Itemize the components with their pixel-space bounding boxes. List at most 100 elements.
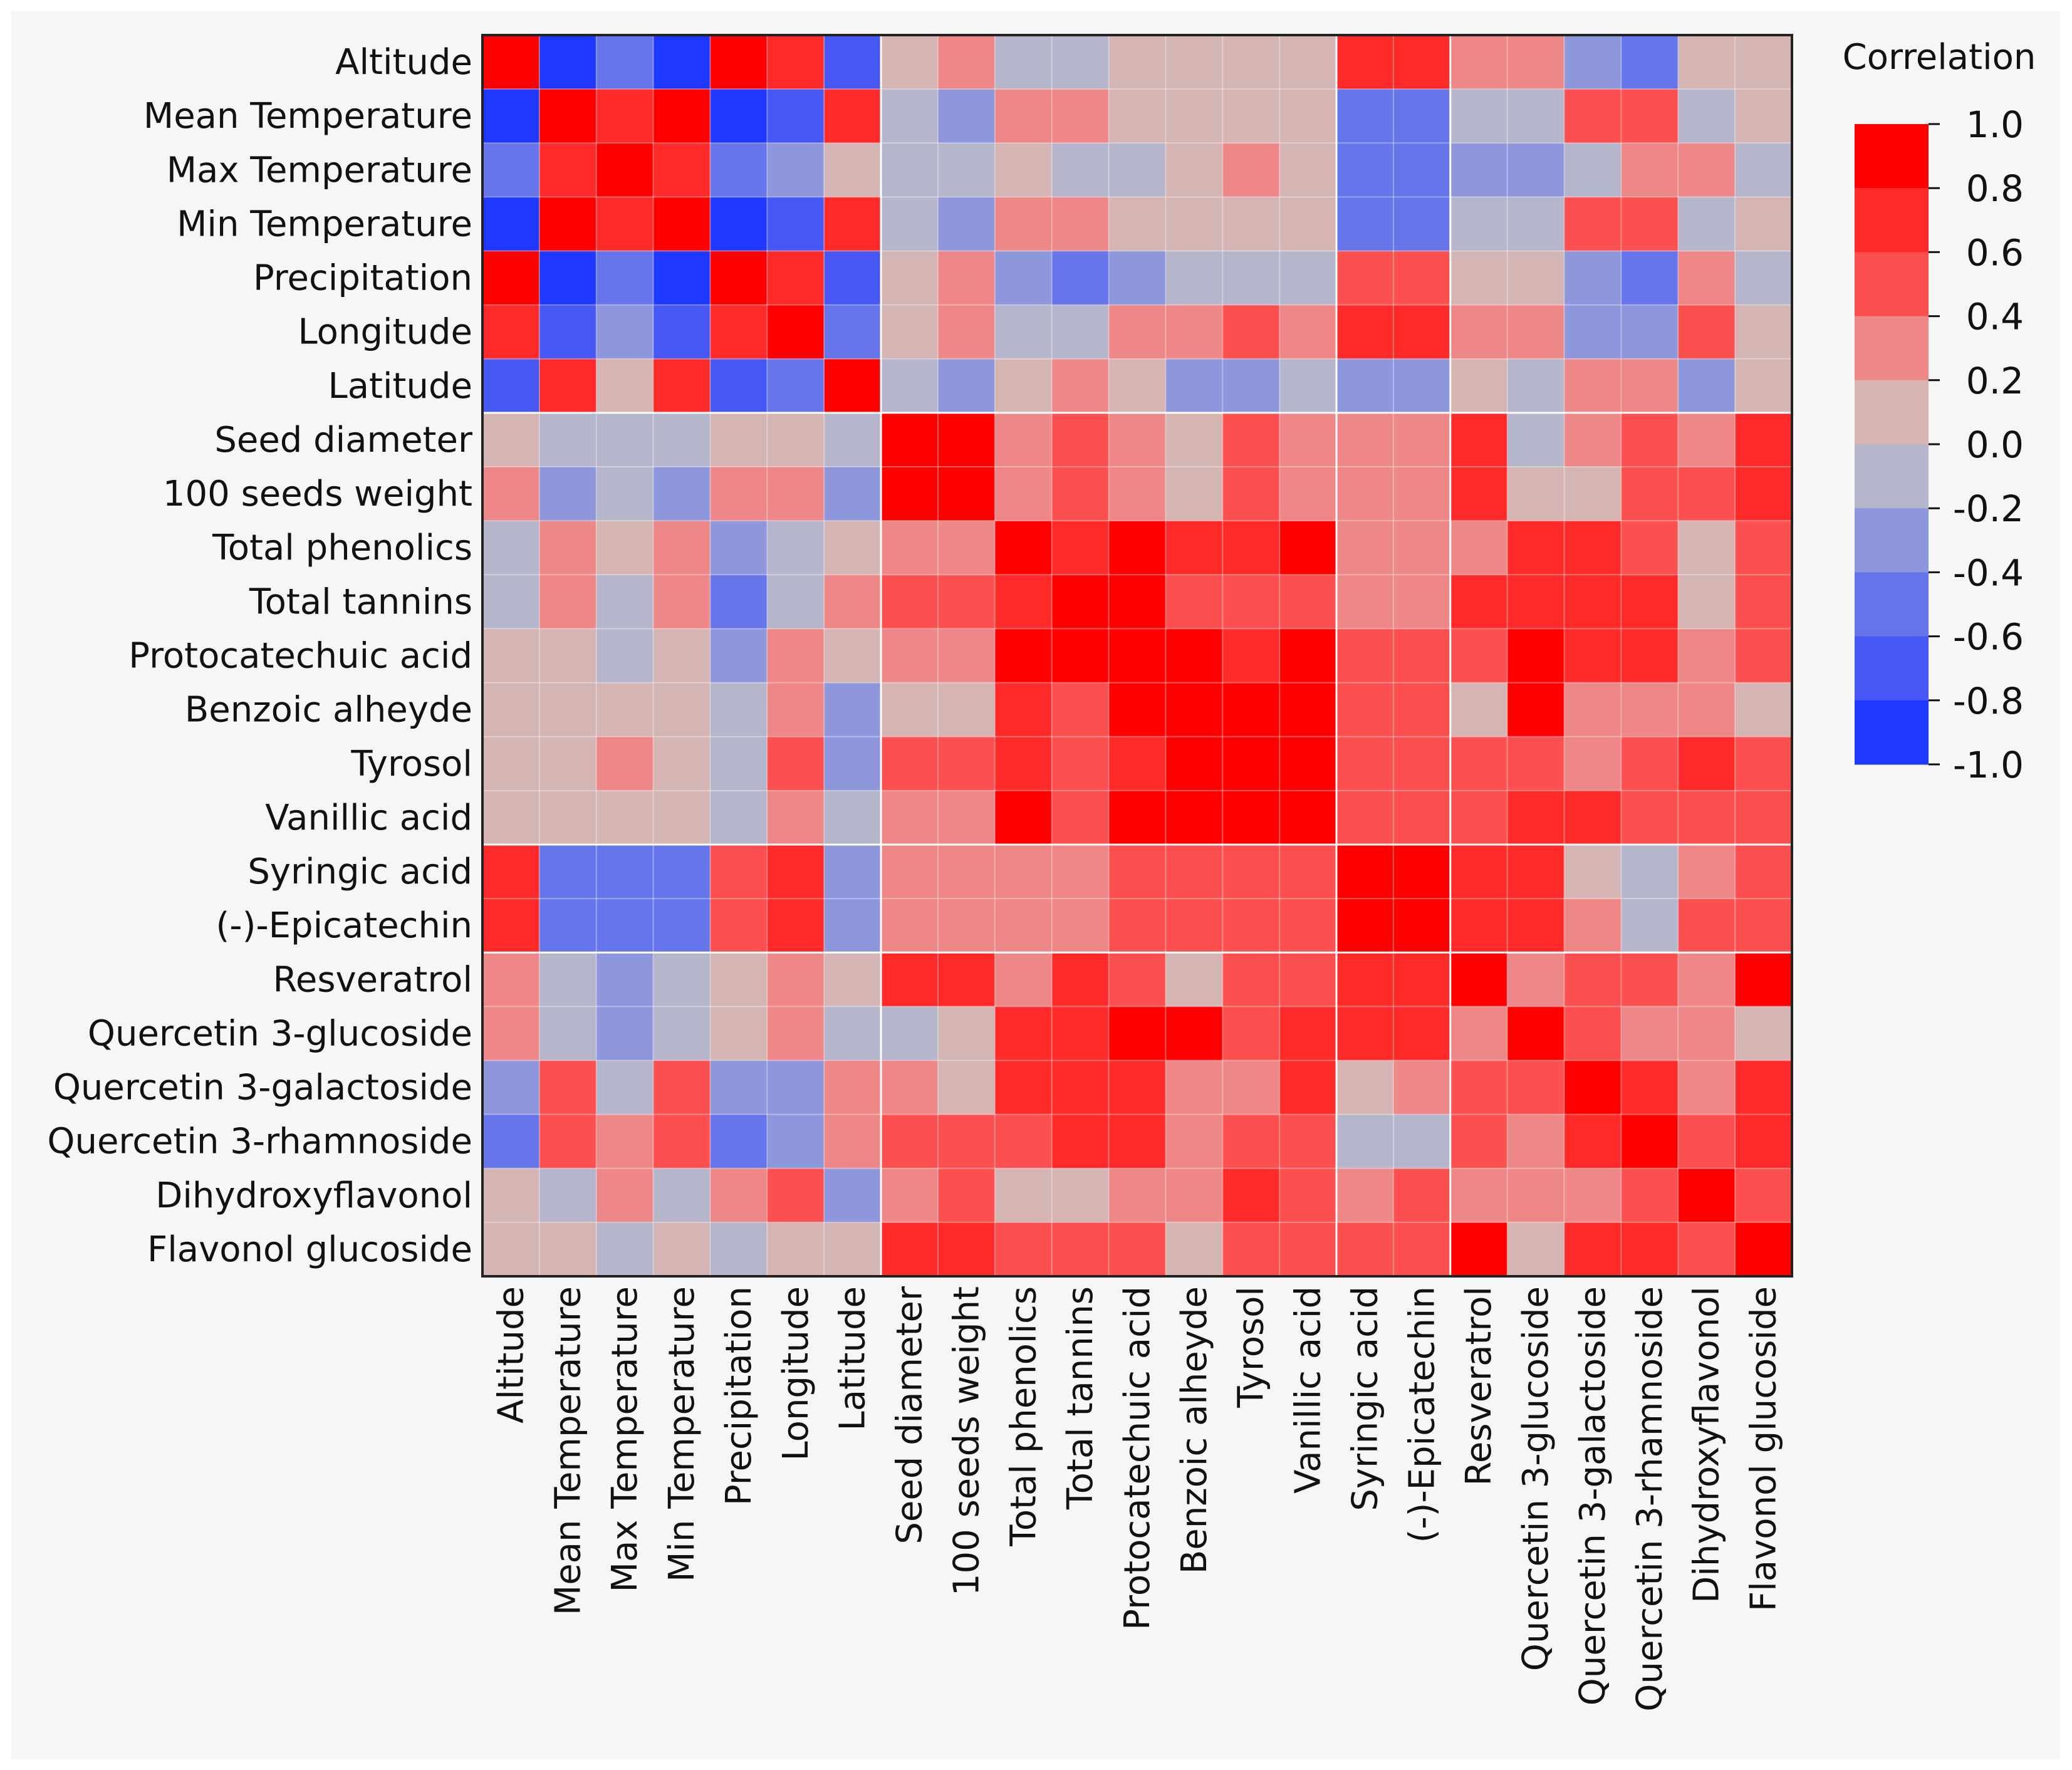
heatmap-cell xyxy=(1564,736,1622,791)
heatmap-cell xyxy=(881,682,939,737)
heatmap-cell xyxy=(1165,251,1223,306)
heatmap-cell xyxy=(937,1114,996,1169)
heatmap-cell xyxy=(1564,952,1622,1007)
heatmap-cell xyxy=(824,1060,882,1115)
heatmap-cell xyxy=(653,628,711,684)
heatmap-cell xyxy=(1450,305,1508,360)
heatmap-cell xyxy=(1507,197,1565,252)
heatmap-cell xyxy=(767,1006,825,1061)
heatmap-cell xyxy=(710,1168,768,1223)
heatmap-cell xyxy=(1735,35,1793,90)
heatmap-cell xyxy=(767,790,825,845)
heatmap-cell xyxy=(1279,1114,1337,1169)
column-label: 100 seeds weight xyxy=(946,1286,987,1596)
heatmap-cell xyxy=(596,682,654,737)
heatmap-cell xyxy=(1678,736,1736,791)
heatmap-cell xyxy=(1165,736,1223,791)
heatmap-cell xyxy=(1279,305,1337,360)
heatmap-cell xyxy=(653,1006,711,1061)
row-label: Resveratrol xyxy=(273,959,472,1000)
heatmap-cell xyxy=(767,35,825,90)
heatmap-cell xyxy=(482,143,540,197)
heatmap-cell xyxy=(1051,89,1110,143)
heatmap-cell xyxy=(1222,521,1280,575)
heatmap-cell xyxy=(1621,898,1679,953)
heatmap-cell xyxy=(824,143,882,197)
heatmap-cell xyxy=(653,682,711,737)
heatmap-cell xyxy=(710,1222,768,1277)
legend-swatch xyxy=(1855,252,1929,317)
heatmap-cell xyxy=(824,1222,882,1277)
heatmap-cell xyxy=(994,790,1053,845)
heatmap-cell xyxy=(1678,1222,1736,1277)
heatmap-cell xyxy=(767,143,825,197)
heatmap-cell xyxy=(1507,898,1565,953)
heatmap-cell xyxy=(710,412,768,467)
heatmap-cell xyxy=(1621,1060,1679,1115)
heatmap-cell xyxy=(1678,467,1736,521)
column-labels: Altitude Mean Temperature Max Temperature M… xyxy=(491,1286,1784,1712)
column-label: Precipitation xyxy=(719,1286,759,1506)
heatmap-cell xyxy=(1165,143,1223,197)
heatmap-cell xyxy=(1735,1168,1793,1223)
heatmap-cell xyxy=(1621,143,1679,197)
legend-tick-label: 0.0 xyxy=(1966,424,2024,466)
heatmap-cell xyxy=(1336,1114,1394,1169)
heatmap-cell xyxy=(1336,844,1394,899)
legend-swatch xyxy=(1855,316,1929,381)
row-label: Mean Temperature xyxy=(143,96,472,137)
heatmap-cell xyxy=(710,844,768,899)
heatmap-cell xyxy=(1393,1168,1451,1223)
heatmap-cell xyxy=(1336,952,1394,1007)
heatmap-cell xyxy=(539,143,597,197)
legend-swatch xyxy=(1855,636,1929,701)
heatmap-cell xyxy=(1051,1168,1110,1223)
heatmap-cell xyxy=(1165,521,1223,575)
heatmap-cell xyxy=(1507,628,1565,684)
heatmap-cell xyxy=(710,35,768,90)
column-label: Protocatechuic acid xyxy=(1117,1286,1158,1630)
heatmap-cell xyxy=(824,952,882,1007)
heatmap-cell xyxy=(1336,467,1394,521)
heatmap-cell xyxy=(1051,412,1110,467)
heatmap-cell xyxy=(937,844,996,899)
heatmap-cell xyxy=(1450,898,1508,953)
heatmap-cell xyxy=(1222,575,1280,629)
heatmap-cell xyxy=(1621,952,1679,1007)
heatmap-cell xyxy=(937,1222,996,1277)
heatmap-cell xyxy=(937,358,996,414)
heatmap-cell xyxy=(539,251,597,306)
heatmap-cell xyxy=(1222,251,1280,306)
legend-tick-label: 0.4 xyxy=(1966,296,2024,338)
heatmap-cell xyxy=(824,844,882,899)
heatmap-cell xyxy=(1279,197,1337,252)
heatmap-cell xyxy=(596,736,654,791)
heatmap-cell xyxy=(1735,628,1793,684)
heatmap-cell xyxy=(1165,575,1223,629)
column-label: Flavonol glucoside xyxy=(1744,1286,1784,1611)
heatmap-cell xyxy=(1279,790,1337,845)
heatmap-cell xyxy=(1336,305,1394,360)
heatmap-cell xyxy=(1279,1222,1337,1277)
heatmap-cell xyxy=(539,521,597,575)
heatmap-cell xyxy=(994,1060,1053,1115)
heatmap-cell xyxy=(994,251,1053,306)
heatmap-cell xyxy=(824,682,882,737)
heatmap-cell xyxy=(482,844,540,899)
heatmap-cell xyxy=(994,952,1053,1007)
heatmap-cell xyxy=(824,628,882,684)
column-label: Altitude xyxy=(491,1286,531,1424)
heatmap-cell xyxy=(1222,682,1280,737)
heatmap-cell xyxy=(653,736,711,791)
heatmap-cell xyxy=(1621,790,1679,845)
heatmap-cell xyxy=(881,89,939,143)
heatmap-cell xyxy=(1621,682,1679,737)
heatmap-cell xyxy=(1678,1006,1736,1061)
heatmap-cell xyxy=(937,412,996,467)
heatmap-cell xyxy=(1051,358,1110,414)
heatmap-cell xyxy=(994,35,1053,90)
heatmap-cell xyxy=(1051,251,1110,306)
plot-border xyxy=(481,34,1793,1278)
row-label: Dihydroxyflavonol xyxy=(155,1175,472,1216)
